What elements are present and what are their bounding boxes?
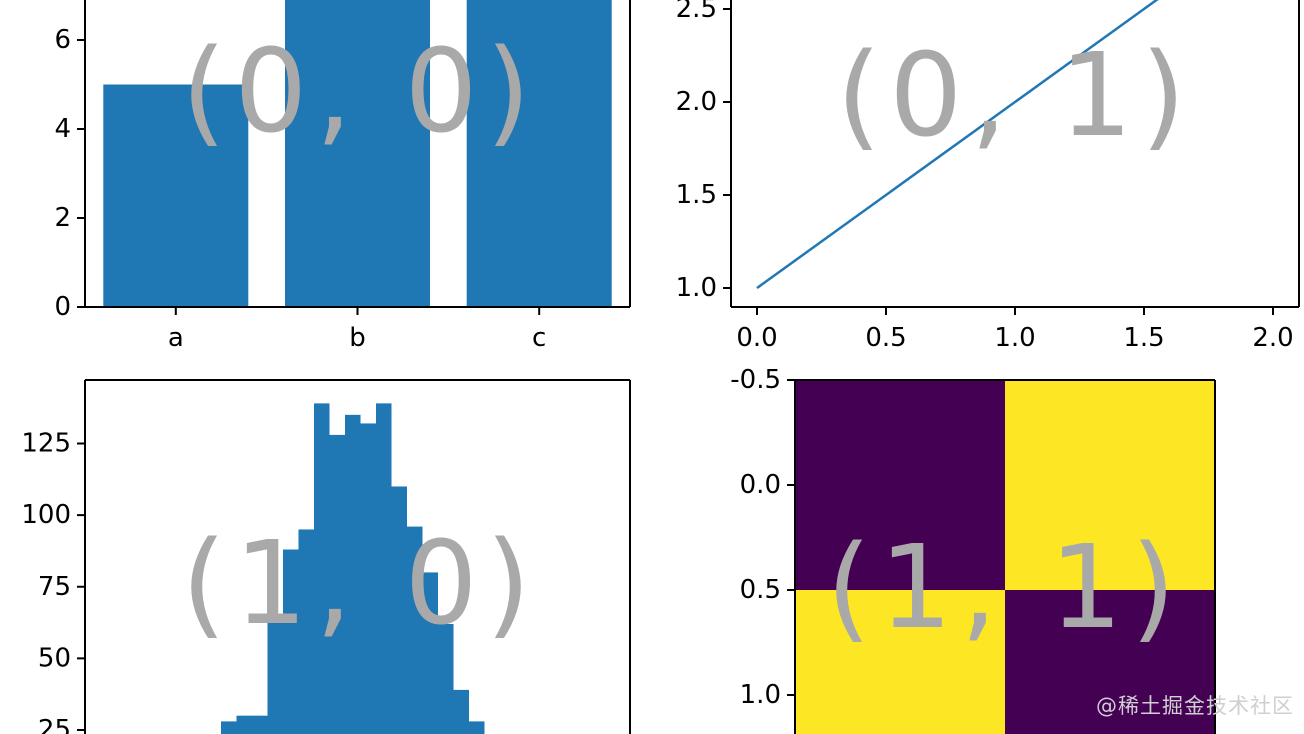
y-tick-label: 6 (54, 25, 71, 55)
y-tick-label: 50 (38, 643, 71, 673)
bar-c (466, 0, 612, 307)
y-tick-label: 0 (54, 292, 71, 322)
hist-bar (329, 434, 345, 734)
y-tick-label: 2 (54, 203, 71, 233)
hist-bar (469, 721, 485, 734)
y-tick-label: 2.5 (676, 0, 717, 24)
y-tick-label: 1.5 (676, 180, 717, 210)
subplot-annotation: (1, 0) (181, 517, 538, 651)
subplot-annotation: (1, 1) (826, 521, 1183, 655)
subplot-1-0-histogram: 25 50 75 100 125 (1, 0) (21, 379, 631, 734)
y-tick-label: 0.5 (740, 575, 781, 605)
hist-bar (438, 623, 454, 734)
y-tick-label: 125 (21, 429, 71, 459)
hist-bar (391, 486, 407, 734)
heatmap-cell (795, 380, 1005, 590)
hist-bar (453, 689, 469, 734)
subplot-annotation: (0, 0) (181, 25, 538, 159)
bar-a (103, 84, 249, 307)
hist-bar (267, 615, 283, 734)
subplot-0-0-bar-chart: 0 2 4 6 a b c (0, 0) (54, 0, 631, 353)
heatmap-cell (795, 590, 1005, 734)
heatmap-cell (1005, 590, 1215, 734)
subplot-annotation: (0, 1) (836, 29, 1193, 163)
x-tick-label: c (532, 323, 546, 353)
x-tick-label: 0.0 (736, 323, 777, 353)
y-tick-label: 1.0 (676, 273, 717, 303)
subplot-1-1-heatmap: -0.5 0.0 0.5 1.0 (1, 1) (730, 365, 1216, 734)
y-tick-label: 4 (54, 114, 71, 144)
x-tick-label: a (168, 323, 184, 353)
y-tick-label: 100 (21, 500, 71, 530)
subplot-0-1-line-chart: 0.0 0.5 1.0 1.5 2.0 1.0 1.5 2.0 2.5 (0, 1) (676, 0, 1300, 353)
hist-bar (360, 423, 376, 734)
line-series (756, 0, 1159, 290)
y-tick-label: 25 (38, 715, 71, 734)
hist-bar (252, 715, 268, 734)
y-tick-label: -0.5 (730, 365, 781, 395)
hist-bar (236, 715, 252, 734)
x-tick-label: 2.0 (1252, 323, 1293, 353)
hist-bar (221, 721, 237, 734)
y-tick-label: 0.0 (740, 470, 781, 500)
bar-b (285, 0, 430, 307)
watermark: @稀土掘金技术社区 (1096, 694, 1294, 718)
hist-bar (314, 403, 330, 734)
y-tick-label: 75 (38, 572, 71, 602)
hist-bar (283, 549, 299, 734)
hist-bar (298, 529, 314, 734)
heatmap-cell (1005, 380, 1215, 590)
x-tick-label: 1.0 (994, 323, 1035, 353)
y-tick-label: 1.0 (740, 680, 781, 710)
hist-bar (422, 572, 438, 734)
x-tick-label: 1.5 (1123, 323, 1164, 353)
y-tick-label: 2.0 (676, 87, 717, 117)
x-tick-label: 0.5 (865, 323, 906, 353)
x-tick-label: b (349, 323, 366, 353)
hist-bar (345, 414, 361, 734)
hist-bar (407, 526, 423, 734)
hist-bar (376, 403, 392, 734)
